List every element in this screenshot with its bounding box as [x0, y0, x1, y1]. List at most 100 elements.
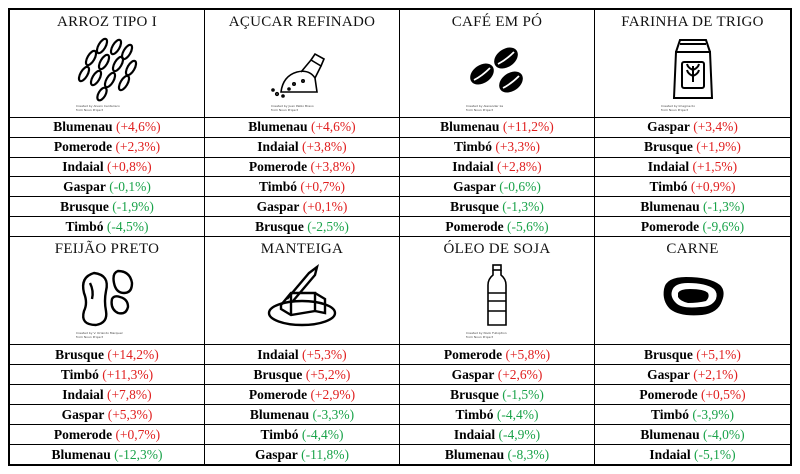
city-list: Pomerode (+5,8%) Gaspar (+2,6%) Brusque …	[400, 345, 594, 464]
city-row: Pomerode (+0,5%)	[595, 385, 790, 405]
price-change: (+14,2%)	[107, 346, 159, 362]
city-name: Pomerode	[248, 159, 308, 175]
price-change: (-1,9%)	[112, 198, 154, 214]
price-change: (+1,5%)	[692, 159, 738, 175]
city-row: Timbó (-3,9%)	[595, 405, 790, 425]
flour-bag-icon	[672, 39, 713, 99]
butter-icon	[267, 264, 337, 327]
city-row: Gaspar (+2,1%)	[595, 365, 790, 385]
city-name: Blumenau	[53, 119, 113, 135]
city-row: Brusque (-2,5%)	[205, 217, 399, 236]
city-name: Blumenau	[440, 119, 500, 135]
city-name: Blumenau	[444, 446, 505, 462]
price-change: (-8,3%)	[507, 446, 550, 462]
price-change: (-9,6%)	[702, 218, 745, 234]
city-name: Pomerode	[445, 218, 504, 234]
city-row: Indaial (+3,8%)	[205, 138, 399, 158]
city-name: Brusque	[253, 366, 303, 382]
price-change: (-3,9%)	[692, 406, 734, 422]
price-change: (+0,8%)	[106, 159, 152, 175]
city-row: Brusque (+5,2%)	[205, 365, 399, 385]
city-row: Gaspar (-0,6%)	[400, 177, 594, 198]
city-name: Pomerode	[53, 426, 113, 442]
city-name: Brusque	[644, 139, 693, 155]
city-name: Brusque	[450, 198, 499, 214]
city-name: Brusque	[60, 198, 109, 214]
price-change: (+5,1%)	[696, 346, 741, 362]
city-row: Pomerode (+2,9%)	[205, 385, 399, 405]
city-row: Indaial (+5,3%)	[205, 345, 399, 365]
steak-icon	[663, 277, 724, 316]
price-change: (+11,3%)	[102, 366, 154, 382]
city-row: Indaial (+2,8%)	[400, 158, 594, 178]
city-name: Gaspar	[647, 366, 690, 382]
product-title: ÓLEO DE SOJA	[443, 241, 551, 257]
city-name: Gaspar	[63, 178, 106, 194]
product-header: ÓLEO DE SOJA Created by Nook Fulloption …	[400, 237, 594, 345]
city-row: Pomerode (+2,3%)	[10, 138, 204, 158]
price-change: (-3,3%)	[312, 406, 355, 422]
product-card-meat: CARNE Brusque (+5,1%) Gaspar (+2,1%) Pom…	[595, 237, 790, 464]
rice-icon	[77, 37, 138, 102]
city-row: Pomerode (+0,7%)	[10, 425, 204, 445]
city-name: Gaspar	[256, 198, 300, 214]
city-list: Gaspar (+3,4%) Brusque (+1,9%) Indaial (…	[595, 118, 790, 236]
city-row: Blumenau (-1,3%)	[595, 197, 790, 218]
city-list: Blumenau (+4,6%) Pomerode (+2,3%) Indaia…	[10, 118, 204, 236]
product-header: FEIJÃO PRETO Created by V. Orlando Marqu…	[10, 237, 204, 345]
city-row: Gaspar (-11,8%)	[205, 445, 399, 464]
price-change: (+2,8%)	[496, 159, 542, 175]
price-change: (-1,3%)	[703, 198, 745, 214]
city-row: Pomerode (+3,8%)	[205, 158, 399, 178]
city-row: Indaial (-4,9%)	[400, 425, 594, 445]
city-row: Pomerode (-9,6%)	[595, 217, 790, 236]
city-row: Gaspar (+0,1%)	[205, 197, 399, 218]
city-row: Blumenau (-8,3%)	[400, 445, 594, 464]
price-change: (-4,5%)	[106, 218, 149, 234]
price-change: (+5,2%)	[305, 366, 351, 382]
city-row: Indaial (-5,1%)	[595, 445, 790, 464]
city-row: Timbó (+3,3%)	[400, 138, 594, 158]
icon-credit: Created by Juan Pablo Bravo from Noun Pr…	[271, 104, 314, 112]
city-name: Blumenau	[248, 119, 308, 135]
city-name: Indaial	[257, 139, 299, 155]
price-change: (-1,3%)	[502, 198, 544, 214]
city-name: Timbó	[65, 218, 104, 234]
price-change: (-4,4%)	[496, 406, 539, 422]
price-change: (+2,3%)	[115, 139, 161, 155]
city-row: Brusque (-1,9%)	[10, 197, 204, 218]
city-name: Timbó	[260, 426, 299, 442]
city-list: Indaial (+5,3%) Brusque (+5,2%) Pomerode…	[205, 345, 399, 464]
price-change: (+5,8%)	[505, 346, 551, 362]
price-change: (-4,9%)	[498, 426, 541, 442]
city-list: Blumenau (+4,6%) Indaial (+3,8%) Pomerod…	[205, 118, 399, 236]
icon-credit: Created by V. Orlando Marquez from Noun …	[76, 331, 123, 339]
city-row: Gaspar (+3,4%)	[595, 118, 790, 138]
city-name: Gaspar	[647, 119, 690, 135]
product-header: AÇUCAR REFINADO Created by Juan Pablo Br…	[205, 10, 399, 118]
city-row: Blumenau (-3,3%)	[205, 405, 399, 425]
city-name: Gaspar	[451, 366, 495, 382]
price-change: (-11,8%)	[301, 446, 349, 462]
city-row: Brusque (+5,1%)	[595, 345, 790, 365]
product-card-coffee: CAFÉ EM PÓ Created by Alexander ka from …	[400, 10, 595, 237]
price-change: (+1,9%)	[696, 139, 741, 155]
product-header: CARNE	[595, 237, 790, 345]
price-change: (+7,8%)	[106, 386, 152, 402]
city-row: Indaial (+0,8%)	[10, 158, 204, 178]
price-change: (+0,5%)	[700, 386, 746, 402]
city-name: Gaspar	[255, 446, 298, 462]
city-list: Brusque (+14,2%) Timbó (+11,3%) Indaial …	[10, 345, 204, 464]
product-title: MANTEIGA	[260, 241, 344, 257]
price-change: (-4,0%)	[703, 426, 745, 442]
city-name: Pomerode	[639, 386, 698, 402]
city-name: Gaspar	[61, 406, 105, 422]
city-name: Indaial	[62, 159, 104, 175]
price-change: (+2,9%)	[310, 386, 356, 402]
coffee-beans-icon	[470, 47, 523, 93]
city-name: Timbó	[60, 366, 99, 382]
product-card-soy-oil: ÓLEO DE SOJA Created by Nook Fulloption …	[400, 237, 595, 464]
product-card-sugar: AÇUCAR REFINADO Created by Juan Pablo Br…	[205, 10, 400, 237]
city-name: Blumenau	[640, 426, 700, 442]
product-card-flour: FARINHA DE TRIGO Created by Imagine Ilo …	[595, 10, 790, 237]
